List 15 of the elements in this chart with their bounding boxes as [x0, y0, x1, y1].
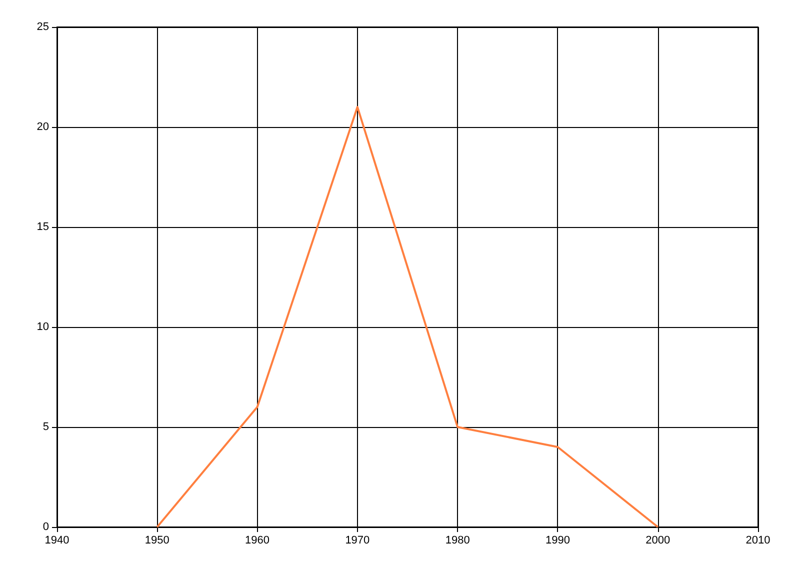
- y-tick-label: 0: [42, 521, 49, 533]
- y-tick-label: 25: [36, 21, 49, 33]
- y-tick-label: 20: [36, 121, 49, 133]
- x-tick-label: 1980: [445, 534, 470, 546]
- x-tick-label: 1940: [44, 534, 70, 546]
- x-tick-label: 1960: [245, 534, 270, 546]
- x-tick-label: 1990: [545, 534, 570, 546]
- y-tick-label: 5: [42, 421, 49, 433]
- x-tick-label: 2010: [746, 534, 770, 546]
- y-tick-label: 15: [36, 221, 49, 233]
- x-tick-label: 2000: [646, 534, 670, 546]
- line-series: [156, 106, 659, 528]
- y-tick-label: 10: [36, 321, 49, 333]
- x-tick-label: 1970: [345, 534, 370, 546]
- x-tick-label: 1950: [144, 534, 170, 546]
